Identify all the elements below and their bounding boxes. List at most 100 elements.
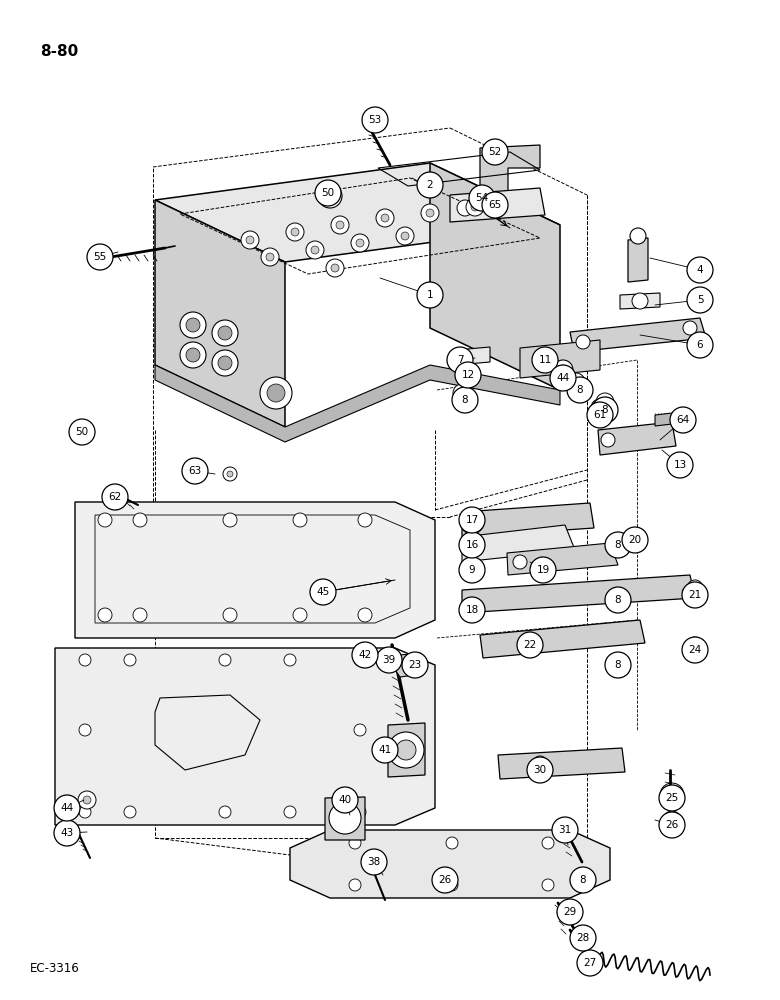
- Text: 61: 61: [594, 410, 607, 420]
- Text: EC-3316: EC-3316: [30, 962, 80, 974]
- Text: 18: 18: [466, 605, 479, 615]
- Text: 27: 27: [583, 958, 597, 968]
- Circle shape: [614, 596, 622, 604]
- Circle shape: [284, 806, 296, 818]
- Circle shape: [687, 332, 713, 358]
- Circle shape: [482, 192, 508, 218]
- Circle shape: [133, 608, 147, 622]
- Circle shape: [401, 232, 409, 240]
- Circle shape: [447, 347, 473, 373]
- Text: 5: 5: [697, 295, 704, 305]
- Circle shape: [402, 652, 428, 678]
- Polygon shape: [462, 503, 594, 537]
- Circle shape: [223, 513, 237, 527]
- Circle shape: [482, 139, 508, 165]
- Polygon shape: [520, 340, 600, 378]
- Circle shape: [687, 580, 703, 596]
- Circle shape: [223, 467, 237, 481]
- Circle shape: [54, 795, 80, 821]
- Circle shape: [223, 608, 237, 622]
- Text: 8: 8: [601, 405, 608, 415]
- Polygon shape: [75, 502, 435, 638]
- Text: 9: 9: [469, 565, 475, 575]
- Text: 38: 38: [367, 857, 381, 867]
- Circle shape: [572, 378, 580, 386]
- Circle shape: [311, 246, 319, 254]
- Text: 23: 23: [409, 660, 422, 670]
- Text: 64: 64: [676, 415, 690, 425]
- Circle shape: [601, 433, 615, 447]
- Circle shape: [354, 654, 366, 666]
- Circle shape: [349, 837, 361, 849]
- Circle shape: [218, 326, 232, 340]
- Circle shape: [241, 231, 259, 249]
- Text: 11: 11: [538, 355, 551, 365]
- Circle shape: [452, 387, 478, 413]
- Circle shape: [218, 356, 232, 370]
- Circle shape: [628, 528, 646, 546]
- Text: 30: 30: [534, 765, 547, 775]
- Circle shape: [517, 632, 543, 658]
- Circle shape: [133, 513, 147, 527]
- Text: 2: 2: [427, 180, 434, 190]
- Polygon shape: [55, 648, 435, 825]
- Circle shape: [352, 642, 378, 668]
- Circle shape: [336, 221, 344, 229]
- Circle shape: [446, 837, 458, 849]
- Circle shape: [467, 561, 483, 577]
- Circle shape: [186, 348, 200, 362]
- Text: 24: 24: [689, 645, 702, 655]
- Circle shape: [124, 806, 136, 818]
- Circle shape: [78, 791, 96, 809]
- Circle shape: [687, 287, 713, 313]
- Circle shape: [591, 399, 609, 417]
- Circle shape: [466, 198, 484, 216]
- Text: 8: 8: [580, 875, 587, 885]
- Circle shape: [432, 867, 458, 893]
- Circle shape: [532, 347, 558, 373]
- Circle shape: [284, 654, 296, 666]
- Text: 42: 42: [358, 650, 371, 660]
- Text: 45: 45: [317, 587, 330, 597]
- Circle shape: [527, 757, 553, 783]
- Circle shape: [533, 756, 547, 770]
- Text: 19: 19: [537, 565, 550, 575]
- Circle shape: [331, 216, 349, 234]
- Circle shape: [212, 320, 238, 346]
- Circle shape: [557, 899, 583, 925]
- Circle shape: [570, 925, 596, 951]
- Circle shape: [361, 849, 387, 875]
- Circle shape: [332, 787, 358, 813]
- Circle shape: [79, 724, 91, 736]
- Circle shape: [460, 510, 484, 534]
- Circle shape: [293, 513, 307, 527]
- Text: 28: 28: [576, 933, 590, 943]
- Text: 21: 21: [689, 590, 702, 600]
- Circle shape: [471, 203, 479, 211]
- Text: 13: 13: [673, 460, 686, 470]
- Text: 1: 1: [427, 290, 434, 300]
- Polygon shape: [456, 347, 490, 365]
- Circle shape: [98, 513, 112, 527]
- Text: 52: 52: [488, 147, 502, 157]
- Polygon shape: [598, 422, 676, 455]
- Polygon shape: [430, 163, 560, 390]
- Circle shape: [622, 527, 648, 553]
- Circle shape: [306, 241, 324, 259]
- Text: 8: 8: [615, 595, 622, 605]
- Circle shape: [550, 365, 576, 391]
- Circle shape: [260, 377, 292, 409]
- Text: 40: 40: [339, 795, 352, 805]
- Text: 44: 44: [60, 803, 73, 813]
- Circle shape: [421, 204, 439, 222]
- Text: 44: 44: [556, 373, 569, 383]
- Circle shape: [513, 555, 527, 569]
- Polygon shape: [507, 543, 618, 575]
- Circle shape: [354, 806, 366, 818]
- Circle shape: [372, 737, 398, 763]
- Circle shape: [388, 732, 424, 768]
- Circle shape: [609, 536, 627, 554]
- Circle shape: [329, 802, 361, 834]
- Circle shape: [362, 107, 388, 133]
- Circle shape: [552, 817, 578, 843]
